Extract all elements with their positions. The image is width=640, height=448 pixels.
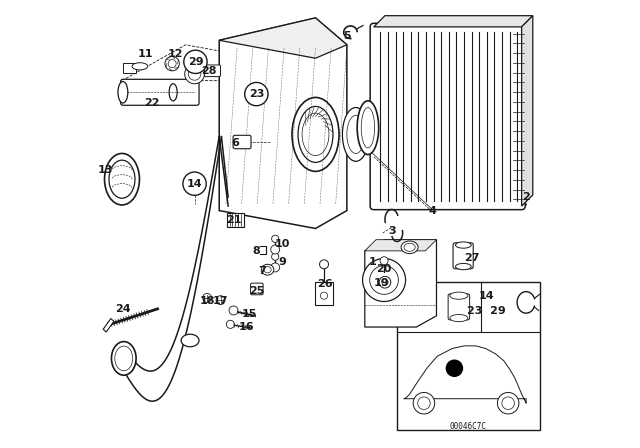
Text: 28: 28	[202, 66, 217, 76]
Circle shape	[271, 235, 279, 242]
FancyBboxPatch shape	[397, 282, 540, 430]
Text: 17: 17	[212, 296, 228, 306]
Text: 13: 13	[98, 165, 113, 175]
Text: 4: 4	[428, 206, 436, 215]
FancyBboxPatch shape	[204, 65, 221, 77]
Text: 24: 24	[115, 304, 131, 314]
Ellipse shape	[104, 153, 140, 205]
FancyBboxPatch shape	[453, 243, 473, 269]
FancyBboxPatch shape	[120, 79, 199, 105]
FancyBboxPatch shape	[250, 283, 263, 295]
Circle shape	[379, 276, 391, 288]
Circle shape	[184, 50, 207, 73]
FancyBboxPatch shape	[227, 213, 244, 227]
Text: 22: 22	[144, 98, 160, 108]
Ellipse shape	[118, 82, 128, 103]
Circle shape	[362, 258, 406, 302]
Ellipse shape	[357, 101, 379, 155]
FancyBboxPatch shape	[315, 282, 333, 305]
Ellipse shape	[132, 63, 148, 70]
Text: 14: 14	[479, 291, 495, 301]
Circle shape	[321, 292, 328, 299]
Text: 8: 8	[253, 246, 260, 256]
Polygon shape	[404, 346, 526, 403]
Text: 10: 10	[274, 239, 290, 249]
Ellipse shape	[181, 334, 199, 347]
Text: 20: 20	[376, 264, 392, 274]
Text: 25: 25	[249, 286, 264, 296]
Text: 18: 18	[199, 296, 215, 306]
Polygon shape	[365, 240, 436, 251]
Circle shape	[380, 257, 388, 265]
Text: 16: 16	[238, 322, 254, 332]
Text: 14: 14	[187, 179, 202, 189]
Circle shape	[319, 260, 328, 269]
Text: 6: 6	[231, 138, 239, 148]
Ellipse shape	[261, 264, 274, 275]
Circle shape	[216, 296, 225, 305]
Text: 19: 19	[374, 278, 390, 288]
Ellipse shape	[342, 108, 369, 161]
Polygon shape	[122, 45, 235, 81]
Polygon shape	[365, 240, 436, 327]
Circle shape	[185, 64, 204, 84]
Polygon shape	[219, 18, 347, 58]
Circle shape	[271, 263, 280, 272]
Circle shape	[183, 172, 206, 195]
Ellipse shape	[111, 341, 136, 375]
Polygon shape	[522, 16, 532, 206]
Text: 29: 29	[188, 57, 204, 67]
FancyBboxPatch shape	[448, 294, 470, 320]
Circle shape	[203, 293, 212, 302]
Text: 12: 12	[168, 49, 184, 59]
FancyBboxPatch shape	[123, 63, 136, 73]
Ellipse shape	[169, 84, 177, 101]
Ellipse shape	[450, 292, 468, 299]
Circle shape	[188, 68, 201, 80]
Text: 00046C7C: 00046C7C	[450, 422, 487, 431]
Text: 23: 23	[249, 89, 264, 99]
Text: 23  29: 23 29	[467, 306, 506, 316]
Text: 27: 27	[465, 253, 480, 263]
Text: 7: 7	[258, 266, 266, 276]
FancyBboxPatch shape	[370, 23, 525, 210]
Circle shape	[271, 253, 279, 260]
Circle shape	[244, 82, 268, 106]
Text: 2: 2	[522, 192, 530, 202]
Circle shape	[446, 360, 463, 376]
Ellipse shape	[456, 242, 471, 248]
Circle shape	[497, 392, 519, 414]
Circle shape	[271, 245, 280, 254]
Ellipse shape	[115, 346, 132, 371]
Polygon shape	[219, 18, 347, 228]
Text: 1: 1	[369, 257, 377, 267]
Circle shape	[165, 56, 179, 71]
Text: 3: 3	[388, 226, 396, 236]
Text: 21: 21	[226, 215, 242, 225]
Polygon shape	[103, 319, 114, 332]
Circle shape	[229, 306, 238, 315]
Circle shape	[227, 320, 234, 328]
Ellipse shape	[456, 263, 471, 270]
Circle shape	[413, 392, 435, 414]
Text: 5: 5	[343, 31, 351, 41]
Text: 26: 26	[317, 280, 332, 289]
Text: 9: 9	[278, 257, 286, 267]
Ellipse shape	[109, 160, 135, 198]
Text: 11: 11	[138, 49, 153, 59]
Text: 15: 15	[241, 309, 257, 319]
FancyBboxPatch shape	[233, 135, 251, 149]
Ellipse shape	[401, 241, 418, 254]
Polygon shape	[374, 16, 532, 27]
Ellipse shape	[450, 314, 468, 322]
